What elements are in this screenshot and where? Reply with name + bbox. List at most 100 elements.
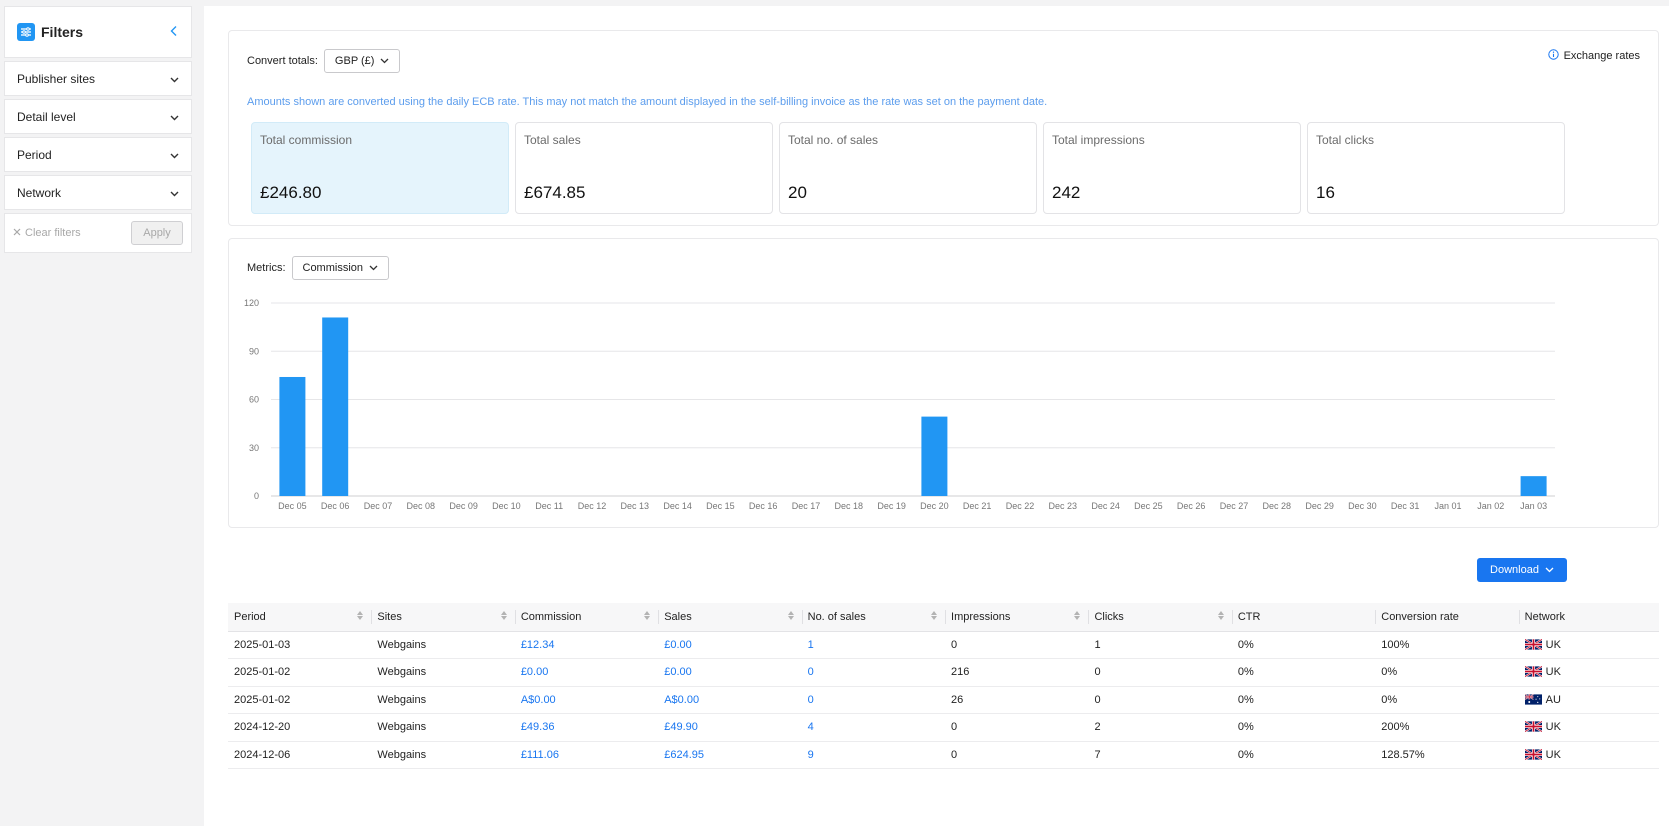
cell-num-sales[interactable]: 1: [801, 631, 946, 659]
column-header-impressions[interactable]: Impressions: [945, 603, 1089, 632]
cell-commission[interactable]: £49.36: [514, 713, 659, 742]
chart-bar[interactable]: [921, 416, 948, 496]
cell-conversion: 128.57%: [1375, 741, 1519, 769]
results-table: Period Sites Commission Sales No. of sales Im…: [228, 603, 1659, 769]
exchange-rates-link[interactable]: Exchange rates: [1547, 49, 1640, 63]
y-tick-label: 90: [249, 346, 259, 356]
sort-icon[interactable]: [931, 611, 938, 620]
x-tick-label: Dec 14: [663, 501, 692, 511]
cell-site: Webgains: [371, 631, 515, 659]
cell-commission[interactable]: £12.34: [514, 631, 659, 659]
cell-clicks: 0: [1088, 658, 1232, 687]
chevron-left-icon[interactable]: [169, 25, 179, 40]
clear-filters-button[interactable]: Clear filters: [13, 227, 81, 239]
filter-network[interactable]: Network: [4, 175, 192, 210]
stat-label: Total commission: [260, 133, 353, 147]
filters-header: Filters: [4, 6, 192, 58]
conversion-note: Amounts shown are converted using the da…: [247, 96, 1048, 108]
stat-total-sales[interactable]: Total sales £674.85: [515, 122, 773, 214]
download-label: Download: [1490, 564, 1539, 576]
cell-conversion: 0%: [1375, 658, 1519, 687]
cell-sales[interactable]: £49.90: [658, 713, 802, 742]
stat-total-no-of-sales[interactable]: Total no. of sales 20: [779, 122, 1037, 214]
cell-commission[interactable]: £0.00: [514, 658, 659, 687]
column-header-sites[interactable]: Sites: [371, 603, 515, 632]
table-row: 2025-01-03 Webgains £12.34 £0.00 1 0 1 0% 100% UK: [228, 631, 1659, 659]
cell-clicks: 2: [1088, 713, 1232, 742]
x-tick-label: Dec 05: [278, 501, 307, 511]
chart-bar[interactable]: [1520, 476, 1547, 496]
sort-icon[interactable]: [357, 611, 364, 620]
chevron-down-icon: [1545, 564, 1554, 576]
x-tick-label: Dec 22: [1006, 501, 1035, 511]
filters-title: Filters: [41, 24, 84, 40]
network-label: UK: [1545, 721, 1561, 734]
cell-ctr: 0%: [1231, 631, 1376, 659]
column-header-no-of-sales[interactable]: No. of sales: [801, 603, 946, 632]
filter-label: Period: [17, 147, 52, 162]
filter-label: Network: [17, 185, 62, 200]
chart-bar[interactable]: [322, 317, 349, 496]
stat-total-clicks[interactable]: Total clicks 16: [1307, 122, 1565, 214]
sort-icon[interactable]: [500, 611, 507, 620]
x-tick-label: Dec 17: [792, 501, 821, 511]
cell-site: Webgains: [371, 686, 515, 714]
stat-total-commission[interactable]: Total commission £246.80: [251, 122, 509, 214]
metrics-select[interactable]: Commission: [291, 256, 390, 280]
column-header-sales[interactable]: Sales: [658, 603, 802, 632]
filter-publisher-sites[interactable]: Publisher sites: [4, 61, 192, 96]
x-tick-label: Dec 16: [749, 501, 778, 511]
filter-period[interactable]: Period: [4, 137, 192, 172]
stat-label: Total clicks: [1316, 133, 1375, 147]
x-tick-label: Dec 07: [364, 501, 393, 511]
cell-num-sales[interactable]: 4: [801, 713, 946, 742]
sort-icon[interactable]: [1217, 611, 1224, 620]
convert-totals-row: Convert totals: GBP (£): [247, 49, 401, 73]
stat-label: Total impressions: [1052, 133, 1145, 147]
commission-bar-chart: 0 30 60 90 120 Dec 05 Dec 06 Dec 07 Dec 08 Dec 09…: [244, 298, 1555, 511]
network-label: AU: [1545, 693, 1561, 706]
chart-bar[interactable]: [279, 376, 306, 496]
cell-num-sales[interactable]: 0: [801, 686, 946, 714]
cell-sales[interactable]: £624.95: [658, 741, 802, 769]
download-button[interactable]: Download: [1477, 558, 1567, 582]
cell-commission[interactable]: £111.06: [514, 741, 659, 769]
sort-icon[interactable]: [644, 611, 651, 620]
au-flag-icon: [1524, 693, 1546, 706]
column-header-ctr: CTR: [1231, 603, 1376, 632]
x-tick-label: Dec 13: [621, 501, 650, 511]
stat-total-impressions[interactable]: Total impressions 242: [1043, 122, 1301, 214]
column-header-label: Conversion rate: [1381, 610, 1459, 623]
table-row: 2024-12-06 Webgains £111.06 £624.95 9 0 7 0% 128…: [228, 741, 1659, 769]
main-content: Convert totals: GBP (£) Exchange rates A…: [204, 6, 1669, 826]
cell-num-sales[interactable]: 9: [801, 741, 946, 769]
x-tick-label: Dec 24: [1091, 501, 1120, 511]
cell-sales[interactable]: A$0.00: [658, 686, 802, 714]
chevron-down-icon: [170, 148, 179, 162]
column-header-clicks[interactable]: Clicks: [1088, 603, 1232, 632]
cell-sales[interactable]: £0.00: [658, 631, 802, 659]
cell-period: 2025-01-03: [228, 631, 372, 659]
x-tick-label: Dec 30: [1348, 501, 1377, 511]
column-header-label: Sales: [664, 610, 692, 623]
table-row: 2025-01-02 Webgains £0.00 £0.00 0 216 0 0% 0% UK: [228, 658, 1659, 687]
cell-num-sales[interactable]: 0: [801, 658, 946, 687]
sort-icon[interactable]: [1074, 611, 1081, 620]
cell-sales[interactable]: £0.00: [658, 658, 802, 687]
x-tick-label: Dec 15: [706, 501, 735, 511]
cell-network: UK: [1518, 658, 1659, 687]
table-row: 2025-01-02 Webgains A$0.00 A$0.00 0 26 0 0% 0% AU: [228, 686, 1659, 714]
uk-flag-icon: [1524, 638, 1546, 651]
column-header-commission[interactable]: Commission: [514, 603, 659, 632]
clear-filters-label: Clear filters: [25, 227, 81, 239]
apply-button[interactable]: Apply: [131, 221, 183, 245]
chevron-down-icon: [170, 186, 179, 200]
y-tick-label: 0: [254, 491, 259, 501]
column-header-label: No. of sales: [807, 610, 866, 623]
cell-conversion: 100%: [1375, 631, 1519, 659]
sort-icon[interactable]: [787, 611, 794, 620]
column-header-period[interactable]: Period: [228, 603, 372, 632]
cell-commission[interactable]: A$0.00: [514, 686, 659, 714]
currency-select[interactable]: GBP (£): [323, 49, 401, 73]
filter-detail-level[interactable]: Detail level: [4, 99, 192, 134]
